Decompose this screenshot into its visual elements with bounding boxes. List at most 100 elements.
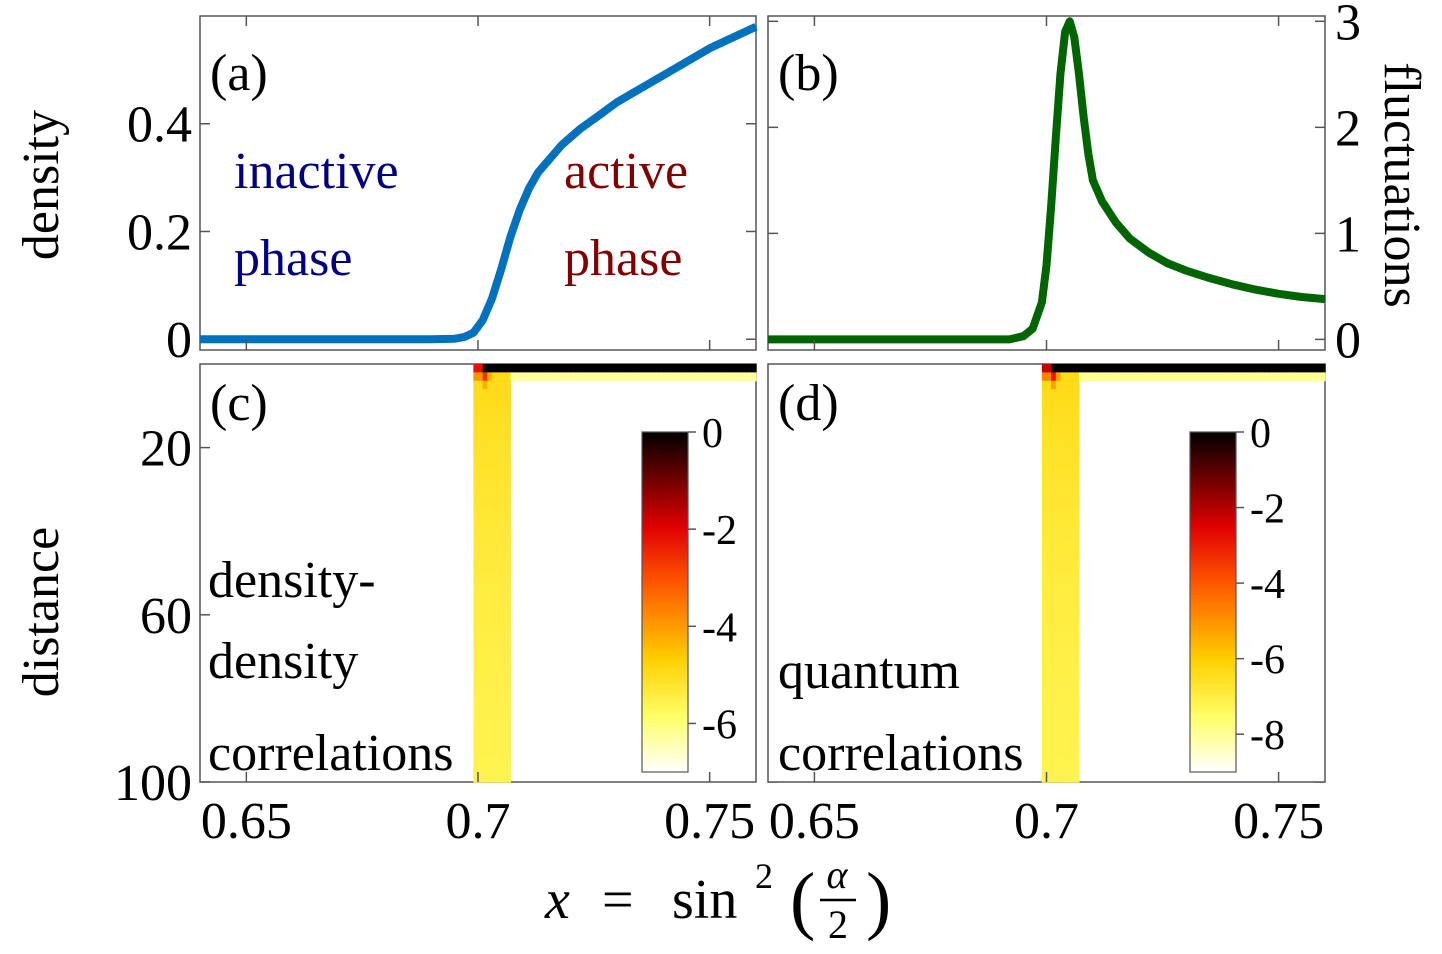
heatmap-cell (1069, 589, 1075, 599)
heatmap-cell (1041, 397, 1048, 407)
heatmap-cell (667, 364, 674, 373)
heatmap-cell (478, 598, 484, 608)
colorbar-tick-label: -6 (702, 702, 737, 748)
heatmap-cell (1065, 731, 1071, 741)
heatmap-cell (1069, 715, 1075, 725)
heatmap-cell (1069, 472, 1075, 482)
heatmap-cell (1041, 472, 1048, 482)
heatmap-cell (478, 472, 484, 482)
heatmap-cell (473, 430, 479, 440)
heatmap-cell (1051, 690, 1057, 699)
colorbar-tick-label: -2 (1250, 487, 1285, 533)
heatmap-cell (487, 639, 493, 649)
heatmap-cell (496, 623, 502, 633)
heatmap-cell (501, 756, 507, 766)
heatmap-cell (1041, 690, 1048, 699)
xtick-label: 0.75 (1233, 793, 1324, 850)
heatmap-cell (1060, 439, 1066, 449)
heatmap-cell (501, 748, 507, 758)
heatmap-cell (505, 606, 512, 616)
heatmap-cell (482, 656, 488, 666)
heatmap-cell (1051, 481, 1057, 490)
heatmap-cell (478, 522, 484, 532)
heatmap-cell (1204, 372, 1210, 382)
heatmap-cell (1055, 723, 1062, 733)
heatmap-cell (487, 522, 493, 532)
heatmap-cell (1041, 623, 1048, 633)
heatmap-cell (496, 472, 502, 482)
heatmap-cell (473, 623, 479, 633)
heatmap-cell (487, 547, 493, 557)
heatmap-cell (505, 397, 512, 407)
heatmap-cell (478, 748, 484, 758)
heatmap-cell (487, 514, 493, 524)
heatmap-cell (473, 556, 479, 566)
heatmap-cell (1041, 447, 1048, 457)
panel-b-frame (767, 15, 1326, 351)
heatmap-cell (663, 372, 669, 382)
heatmap-cell (482, 522, 488, 532)
heatmap-cell (505, 531, 512, 541)
heatmap-cell (1069, 447, 1075, 457)
heatmap-cell (552, 364, 558, 373)
heatmap-cell (491, 439, 498, 449)
heatmap-cell (473, 464, 479, 474)
heatmap-cell (1065, 614, 1071, 624)
heatmap-cell (1055, 481, 1062, 490)
heatmap-cell (1074, 698, 1080, 708)
heatmap-cell (593, 372, 600, 382)
heatmap-cell (1069, 422, 1075, 432)
heatmap-cell (1069, 372, 1075, 382)
heatmap-cell (478, 506, 484, 516)
heatmap-cell (1065, 455, 1071, 465)
heatmap-cell (505, 773, 512, 783)
heatmap-cell (1078, 364, 1085, 373)
heatmap-cell (542, 372, 549, 382)
heatmap-cell (478, 723, 484, 733)
heatmap-cell (1074, 439, 1080, 449)
heatmap-cell (491, 723, 498, 733)
heatmap-cell (575, 364, 581, 373)
heatmap-cell (1218, 364, 1224, 373)
heatmap-cell (501, 405, 507, 415)
heatmap-cell (491, 706, 498, 716)
heatmap-cell (1041, 639, 1048, 649)
heatmap-cell (478, 581, 484, 591)
heatmap-cell (496, 405, 502, 415)
heatmap-cell (482, 430, 488, 440)
heatmap-cell (1055, 581, 1062, 591)
heatmap-cell (505, 455, 512, 465)
heatmap-cell (478, 648, 484, 658)
heatmap-cell (473, 589, 479, 599)
heatmap-cell (1041, 773, 1048, 783)
heatmap-cell (1074, 748, 1080, 758)
heatmap-cell (1060, 422, 1066, 432)
heatmap-cell (1065, 681, 1071, 691)
colorbar-gradient (1189, 431, 1237, 773)
heatmap-cell (728, 372, 734, 382)
heatmap-cell (1060, 514, 1066, 524)
heatmap-cell (1065, 414, 1071, 424)
heatmap-cell (1065, 489, 1071, 499)
heatmap-cell (496, 455, 502, 465)
heatmap-cell (491, 514, 498, 524)
heatmap-cell (1065, 481, 1071, 490)
colorbar-tick-label: -8 (1250, 713, 1285, 759)
xtick-label: 0.75 (664, 793, 755, 850)
heatmap-cell (473, 740, 479, 750)
heatmap-cell (1046, 472, 1052, 482)
heatmap-cell (1060, 606, 1066, 616)
heatmap-cell (478, 606, 484, 616)
heatmap-cell (1055, 756, 1062, 766)
heatmap-cell (487, 581, 493, 591)
heatmap-cell (742, 364, 748, 373)
heatmap-cell (579, 372, 586, 382)
heatmap-cell (473, 606, 479, 616)
heatmap-cell (482, 681, 488, 691)
heatmap-cell (1060, 556, 1066, 566)
heatmap-cell (1041, 656, 1048, 666)
heatmap-cell (473, 506, 479, 516)
heatmap-cell (1051, 539, 1057, 549)
heatmap-cell (1065, 606, 1071, 616)
heatmap-cell (635, 372, 641, 382)
